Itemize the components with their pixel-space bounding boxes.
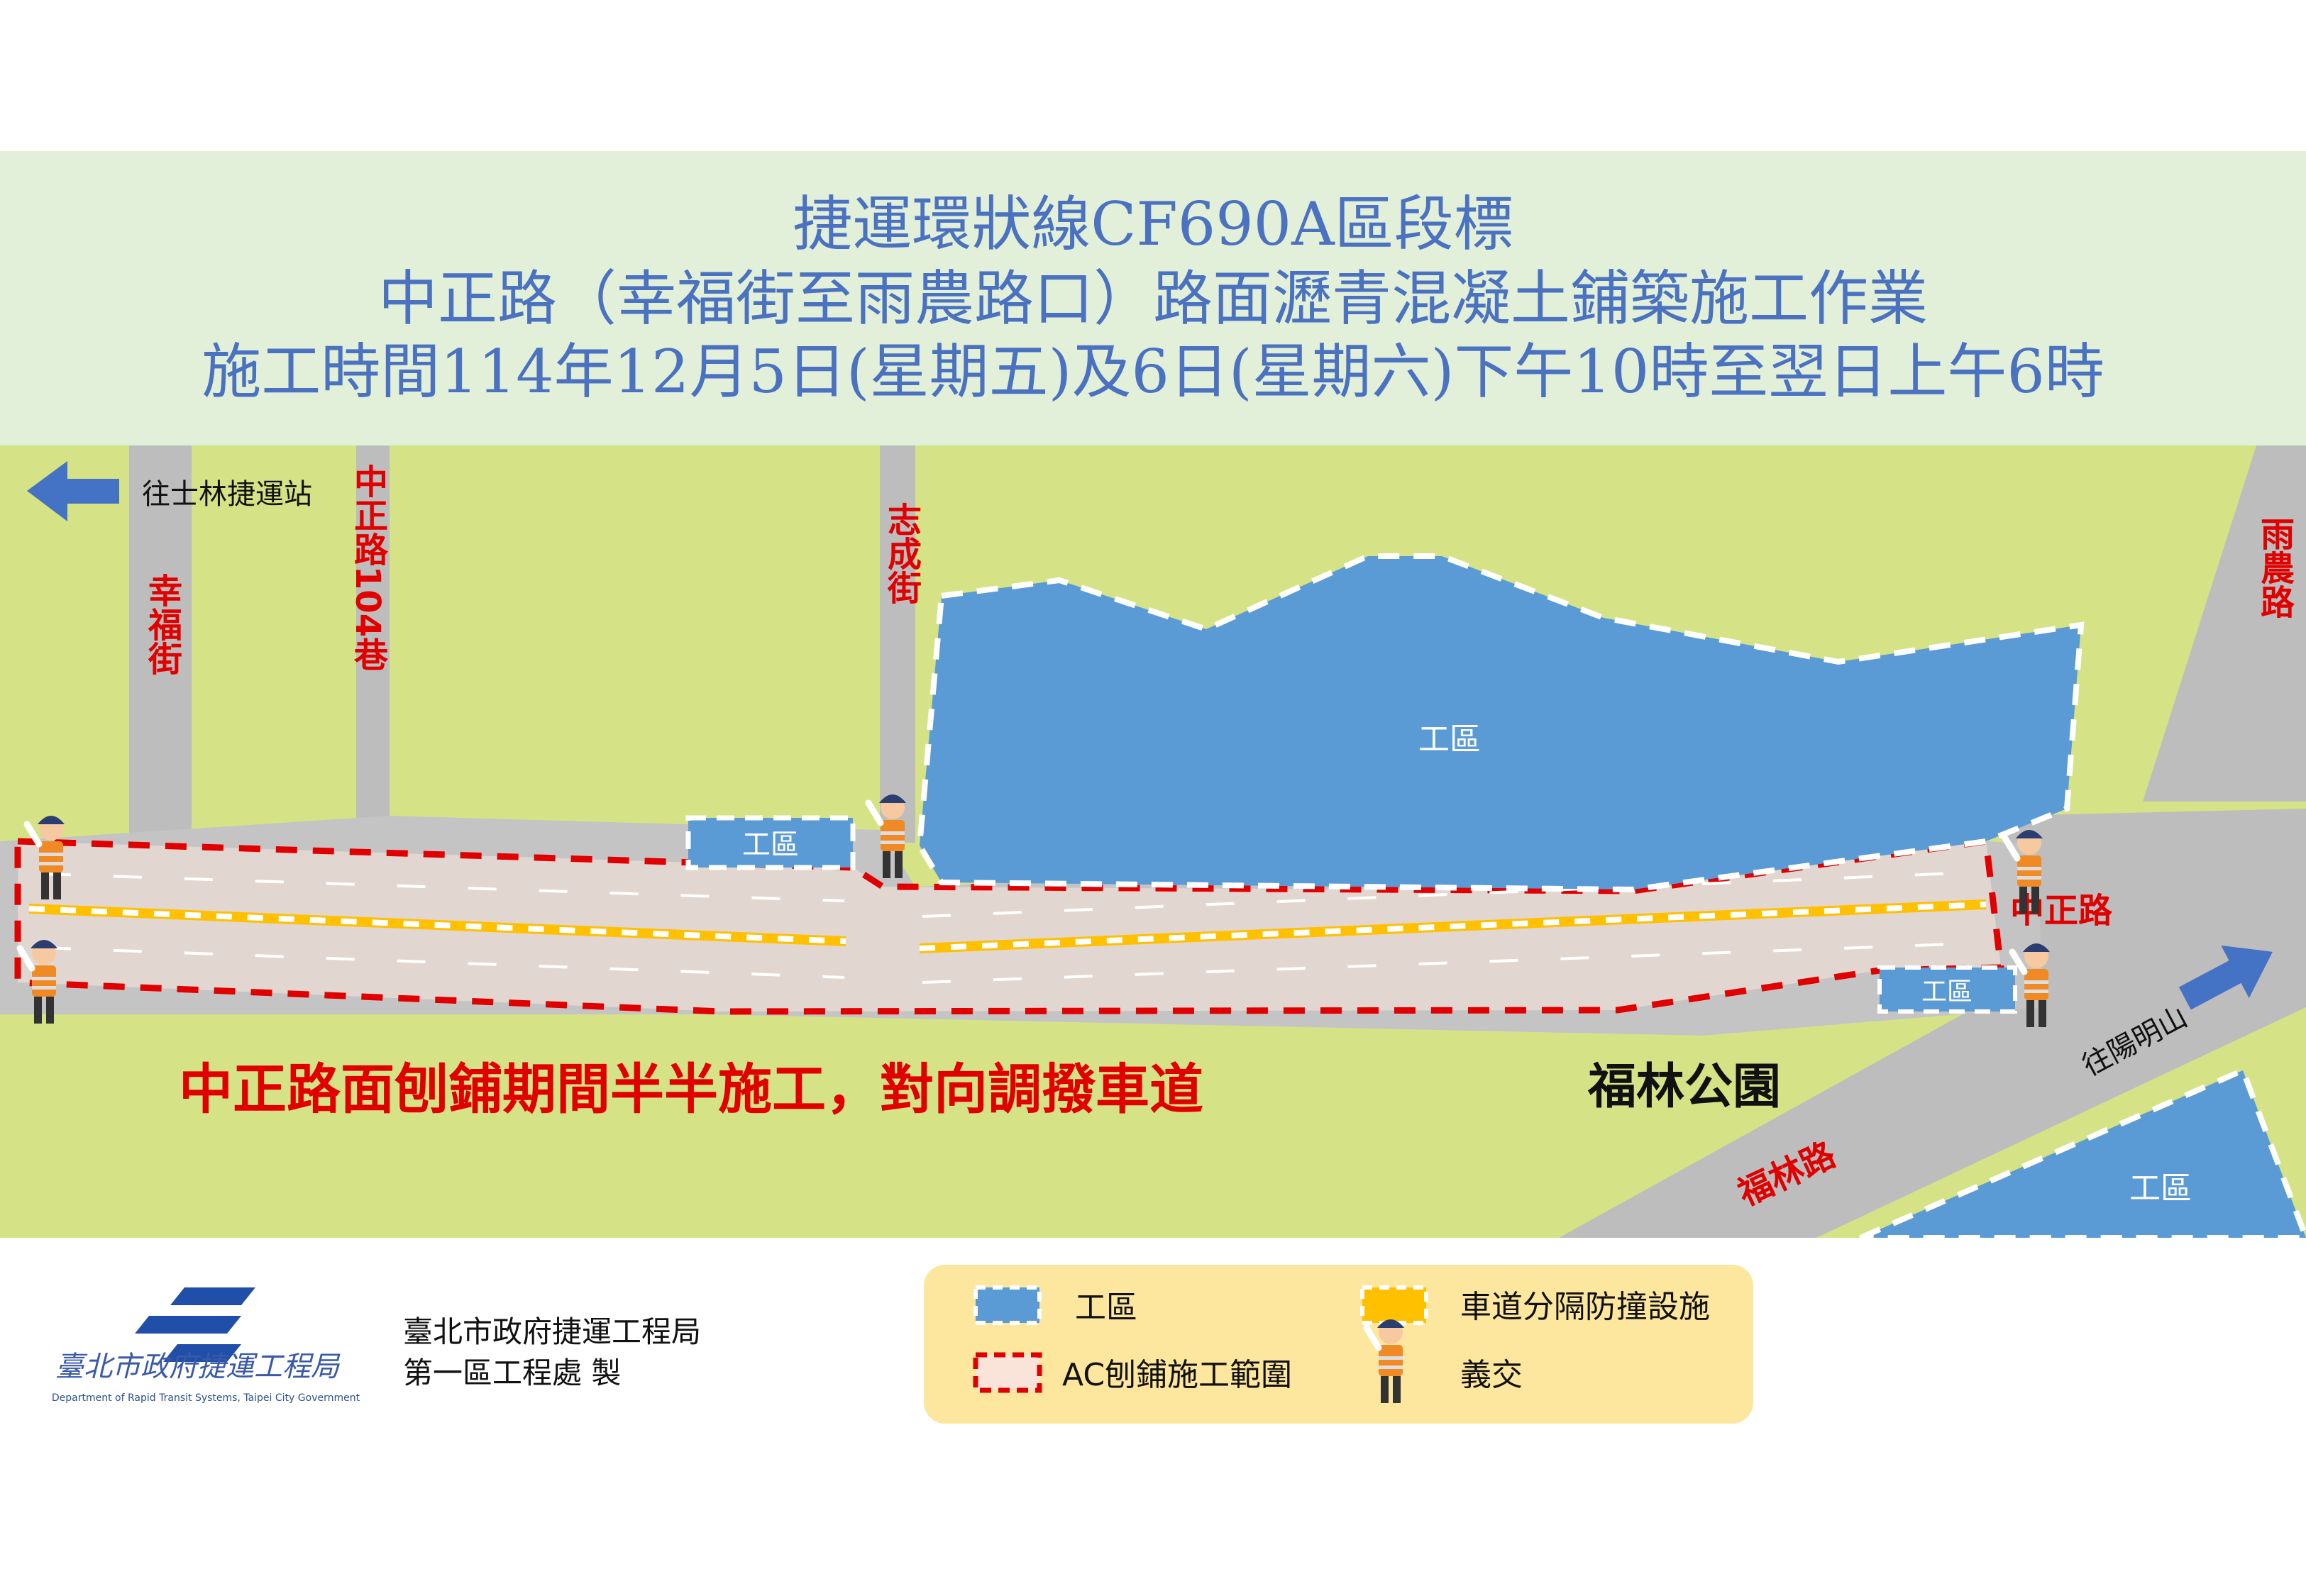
work-zone-label: 工區	[742, 829, 799, 861]
work-zone-park	[1859, 1066, 2306, 1241]
logo-chinese-text: 臺北市政府捷運工程局	[55, 1351, 341, 1383]
work-zone-small	[685, 815, 856, 870]
lane-divider-west-dash	[28, 906, 846, 944]
road-xingfu	[129, 445, 192, 843]
lane-marking	[922, 871, 1973, 918]
work-zone-east	[1877, 965, 2017, 1014]
legend-divider-icon	[1360, 1285, 1428, 1325]
title-line-3: 施工時間114年12月5日(星期五)及6日(星期六)下午10時至翌日上午6時	[202, 337, 2104, 406]
street-label-yunong: 雨農路	[2254, 516, 2295, 619]
legend-box	[924, 1265, 1753, 1424]
direction-shilin-label: 往士林捷運站	[142, 478, 312, 511]
org-logo: 臺北市政府捷運工程局 Department of Rapid Transit S…	[52, 1287, 360, 1404]
work-zone-label: 工區	[1921, 977, 1973, 1007]
legend-label-paving: AC刨鋪施工範圍	[1062, 1357, 1292, 1393]
road-fulin	[1559, 809, 2306, 1238]
title-line-1: 捷運環狀線CF690A區段標	[793, 189, 1513, 259]
street-label-lane104: 中正路104巷	[348, 464, 389, 671]
arrow-left-icon	[27, 461, 119, 521]
lane-divider-east-dash	[919, 902, 1987, 951]
work-zone-main	[916, 553, 2085, 893]
title-line-2: 中正路（幸福街至雨農路口）路面瀝青混凝土鋪築施工作業	[378, 264, 1928, 333]
road-yunong	[2143, 445, 2306, 802]
legend: 工區 車道分隔防撞設施 AC刨鋪施工範圍 義交	[924, 1265, 1753, 1424]
legend-paving-icon	[973, 1352, 1042, 1393]
legend-label-warden: 義交	[1460, 1357, 1523, 1393]
notice-text: 中正路面刨鋪期間半半施工，對向調撥車道	[179, 1058, 1203, 1121]
work-zone-label: 工區	[2129, 1170, 2192, 1207]
map: 工區 工區 工區 工區 往士林捷運站 往陽明山 幸福街 中正路104巷 志成街 …	[0, 445, 2306, 1241]
dorts-logo-icon	[135, 1287, 255, 1362]
org-line-2: 第一區工程處 製	[403, 1356, 621, 1390]
lane-marking	[922, 942, 1973, 984]
park-label: 福林公園	[1587, 1058, 1781, 1115]
title-band	[0, 151, 2306, 445]
org-line-1: 臺北市政府捷運工程局	[403, 1314, 701, 1349]
arrow-right-icon	[2178, 945, 2273, 1010]
work-zone-label: 工區	[1418, 721, 1481, 758]
legend-label-work-zone: 工區	[1075, 1290, 1137, 1326]
street-label-xingfu: 幸福街	[142, 573, 183, 675]
street-label-zhicheng: 志成街	[881, 502, 922, 604]
logo-english-text: Department of Rapid Transit Systems, Tai…	[52, 1392, 360, 1404]
road-lane104	[356, 445, 390, 843]
legend-label-divider: 車道分隔防撞設施	[1460, 1289, 1710, 1325]
legend-work-zone-icon	[973, 1285, 1042, 1325]
street-label-zhongzheng: 中正路	[2010, 891, 2113, 931]
road-zhicheng	[880, 445, 915, 843]
